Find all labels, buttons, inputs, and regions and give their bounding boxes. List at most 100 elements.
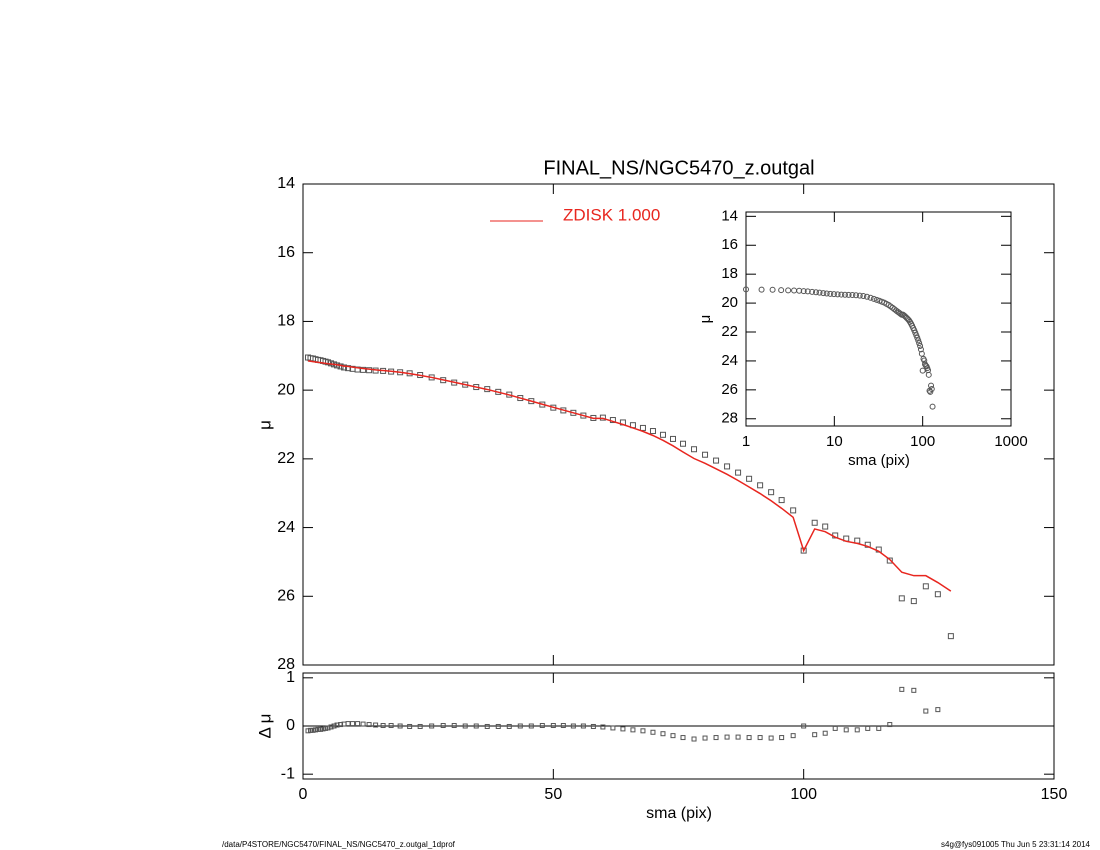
inset-point: [820, 290, 827, 297]
residual-point: [812, 732, 818, 738]
residual-point: [328, 724, 334, 730]
residual-point: [832, 725, 838, 731]
inset-point: [928, 382, 935, 389]
inset-point: [853, 292, 860, 299]
residual-point: [355, 721, 361, 727]
inset-point: [778, 287, 785, 294]
inset-point: [918, 350, 925, 357]
y-tick-label: 16: [721, 236, 738, 253]
residual-point: [713, 735, 719, 741]
residual-point: [315, 726, 321, 732]
residual-point: [484, 723, 490, 729]
residual-point: [560, 723, 566, 729]
inset-point: [830, 291, 837, 298]
residual-point: [318, 726, 324, 732]
inset-point: [816, 289, 823, 296]
inset-point: [928, 385, 935, 392]
data-point: [639, 424, 646, 431]
residual-point: [310, 727, 316, 733]
residual-point: [590, 723, 596, 729]
residual-point: [495, 723, 501, 729]
inset-point: [870, 295, 877, 302]
residual-point: [417, 723, 423, 729]
residual-point: [331, 723, 337, 729]
inset-point: [769, 286, 776, 293]
y-tick-label: 28: [277, 656, 295, 673]
data-point: [713, 457, 720, 464]
residual-point: [600, 724, 606, 730]
inset-point: [785, 287, 792, 294]
residual-point: [650, 729, 656, 735]
residual-point: [388, 723, 394, 729]
y-tick-label: 18: [277, 313, 295, 330]
inset-point: [925, 371, 932, 378]
y-tick-label: 20: [721, 294, 738, 311]
data-point: [778, 497, 785, 504]
inset-point: [917, 346, 924, 353]
residual-point: [680, 735, 686, 741]
residual-point: [550, 723, 556, 729]
inset-point: [849, 291, 856, 298]
residual-point: [539, 723, 545, 729]
residual-point: [620, 726, 626, 732]
data-point: [898, 595, 905, 602]
data-point: [702, 451, 709, 458]
residual-point: [670, 733, 676, 739]
inset-point: [873, 296, 880, 303]
data-point: [669, 435, 676, 442]
inset-point: [800, 288, 807, 295]
residual-point: [440, 723, 446, 729]
residual-point: [407, 723, 413, 729]
residual-point: [801, 723, 807, 729]
y-tick-label: 14: [721, 207, 738, 224]
inset-frame: [745, 211, 1012, 427]
residual-point: [911, 687, 917, 693]
residual-point: [305, 728, 311, 734]
footer-path: /data/P4STORE/NGC5470/FINAL_NS/NGC5470_z…: [222, 840, 456, 849]
inset-point: [812, 289, 819, 296]
inset-point: [915, 337, 922, 344]
inset-point: [804, 288, 811, 295]
residual-point: [345, 721, 351, 727]
y-tick-label: 26: [721, 381, 738, 398]
data-point: [746, 475, 753, 482]
residual-point: [397, 723, 403, 729]
chart-title: FINAL_NS/NGC5470_z.outgal: [543, 157, 814, 179]
residual-point: [366, 722, 372, 728]
residual-point: [822, 730, 828, 736]
legend-label: ZDISK 1.000: [563, 205, 660, 224]
inset-point: [809, 288, 816, 295]
inset-point: [823, 290, 830, 297]
inset-point: [917, 343, 924, 350]
y-tick-label: 28: [721, 410, 738, 427]
residual-point: [320, 726, 326, 732]
residual-point: [843, 727, 849, 733]
data-point: [947, 633, 954, 640]
residual-point: [380, 723, 386, 729]
inset-point: [841, 291, 848, 298]
residual-point: [935, 707, 941, 713]
residual-point: [702, 735, 708, 741]
residual-point: [610, 725, 616, 731]
x-tick-label: 0: [299, 786, 308, 803]
data-point: [360, 366, 367, 373]
inset-y-label: μ: [697, 315, 714, 324]
inset-point: [791, 287, 798, 294]
inset-point: [838, 291, 845, 298]
inset-point: [914, 334, 921, 341]
residual-point: [887, 722, 893, 728]
y-tick-label: 1: [286, 669, 295, 686]
x-tick-label: 150: [1041, 786, 1068, 803]
residual-point: [580, 723, 586, 729]
residual-point: [790, 733, 796, 739]
data-point: [354, 366, 361, 373]
data-point: [691, 446, 698, 453]
residual-point: [779, 735, 785, 741]
data-point: [680, 440, 687, 447]
data-point: [886, 557, 893, 564]
residual-point: [360, 721, 366, 727]
residual-point: [517, 723, 523, 729]
data-point: [649, 428, 656, 435]
residual-point: [865, 725, 871, 731]
